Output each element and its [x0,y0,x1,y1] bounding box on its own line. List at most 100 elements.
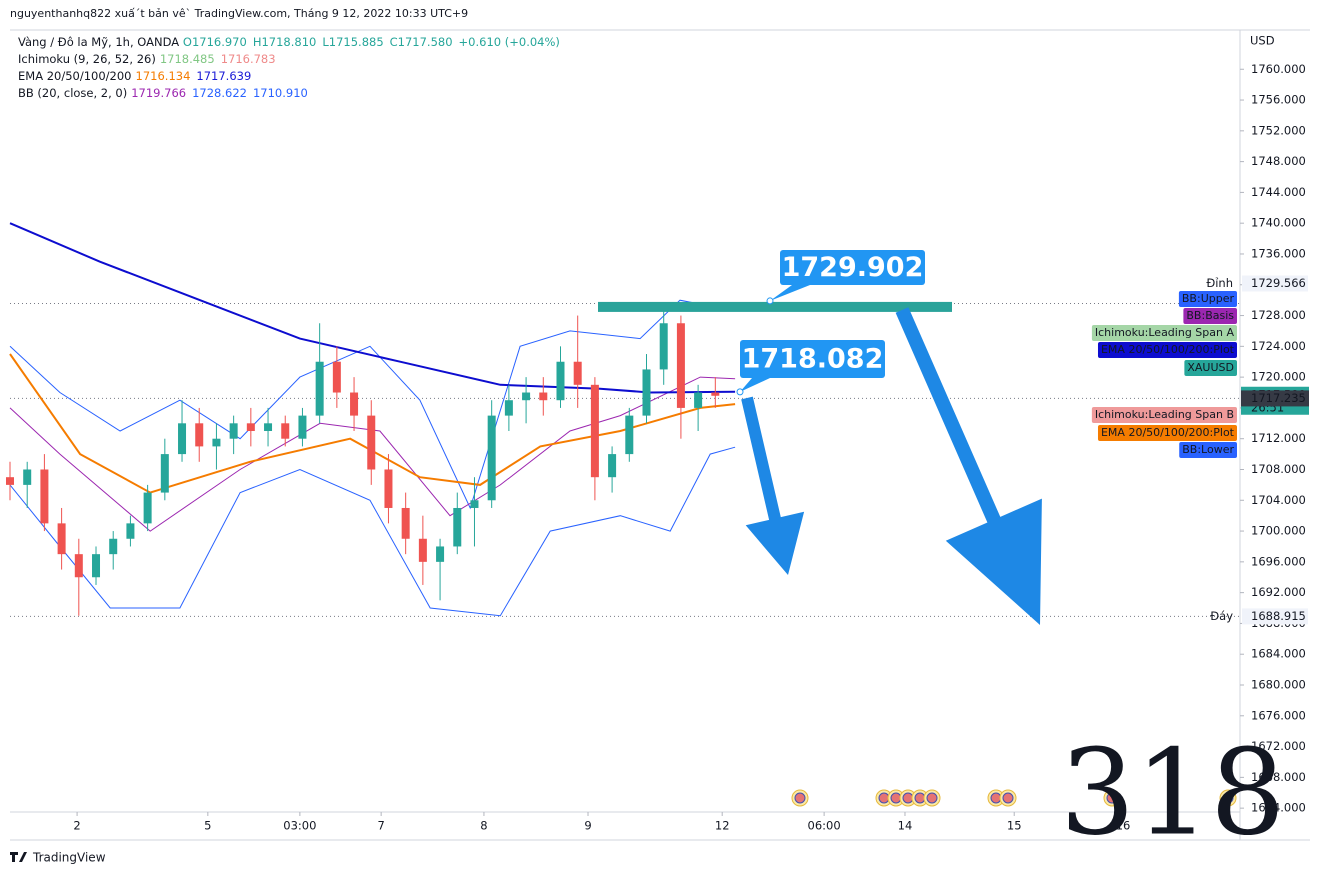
candle-body [246,423,255,432]
currency: USD [1250,34,1275,48]
x-tick-label: 03:00 [283,819,316,833]
axis-tag-label: EMA 20/50/100/200:Plot [1101,426,1235,439]
event-icon-inner [794,792,806,804]
candle-body [40,469,49,524]
axis-tag-box [1183,308,1237,324]
candle-body [195,423,204,447]
x-tick-label: 2 [73,819,80,833]
legend-value: 1716.134 [136,69,191,83]
x-tick-label: 16 [1116,819,1131,833]
axis-tag-box [1091,325,1237,341]
axis-tag: BB:Basis [1183,308,1237,324]
x-tick-label: 7 [377,819,384,833]
event-icon-inner [1106,792,1118,804]
candle-body [315,361,324,416]
y-tick-label: 1720.000 [1251,370,1306,384]
axis-tag: Ichimoku:Leading Span A [1091,325,1237,341]
candle-body [332,361,341,393]
legend-row: Ichimoku (9, 26, 52, 26) 1718.485 1716.783 [18,52,276,66]
y-tick-label: 1676.000 [1251,708,1306,722]
candle-body [608,454,617,478]
candle-body [160,454,169,493]
axis-tag: EMA 20/50/100/200:Plot [1097,342,1237,358]
candle-body [92,554,101,578]
y-tick-label: 1684.000 [1251,647,1306,661]
axis-tag-box [1097,342,1237,358]
overlay: 1729.902 1718.082 Vàng / Đô la Mỹ, 1h, OAN… [18,35,1309,807]
axis-tag: XAUUSD [1184,360,1237,376]
mark-name: Đáy [1210,609,1233,623]
candle-body [229,423,238,439]
axis-tag-label: BB:Lower [1182,443,1234,456]
candle-body [281,423,290,439]
legend-value: C1717.580 [390,35,453,49]
y-tick-label: 1744.000 [1251,185,1306,199]
axis-tag-box [1178,291,1237,307]
candle-body [694,392,703,408]
candle-body [367,415,376,470]
candle-body [676,323,685,408]
axis-tag-label: BB:Basis [1186,309,1234,322]
legend-value: 1717.639 [196,69,251,83]
y-tick-label: 1704.000 [1251,493,1306,507]
indicator-line [9,446,736,617]
y-tick-label: 1724.000 [1251,339,1306,353]
candle-body [711,392,720,396]
arrow [895,307,1042,625]
axis-tag: EMA 20/50/100/200:Plot [1097,425,1237,441]
candle-body [212,438,221,447]
axis-tag-label: Ichimoku:Leading Span B [1095,408,1234,421]
axis-tag-box [1091,407,1237,423]
candle-body [625,415,634,455]
y-tick-label: 1712.000 [1251,431,1306,445]
candle-body [539,392,548,401]
callout-box [740,340,885,378]
axis-tag-box [1097,425,1237,441]
axis-tag-label: XAUUSD [1187,361,1234,374]
y-tick-label: 1752.000 [1251,123,1306,137]
y-tick-label: 1736.000 [1251,246,1306,260]
x-tick-label: 8 [480,819,487,833]
legend-title: Ichimoku (9, 26, 52, 26) [18,52,156,66]
y-tick-label: 1700.000 [1251,524,1306,538]
callout-anchor [766,297,774,305]
legend-value: 1728.622 [192,86,247,100]
crosshair-price-label: 1717.235 [1251,391,1306,405]
y-tick-label: 1760.000 [1251,62,1306,76]
callout-box [780,250,925,285]
y-tick-label: 1748.000 [1251,154,1306,168]
mark-name: Đỉnh [1206,276,1233,290]
axis-tag: Ichimoku:Leading Span B [1091,407,1237,423]
candle-body [573,361,582,385]
candle-body [418,538,427,562]
y-tick-label: 1692.000 [1251,585,1306,599]
axis-tag: BB:Upper [1178,291,1237,307]
callout-anchor [736,388,744,396]
candle-body [109,538,118,555]
legend-value: O1716.970 [183,35,247,49]
x-tick-label: 5 [204,819,211,833]
y-tick-label: 1756.000 [1251,93,1306,107]
y-tick-label: 1740.000 [1251,216,1306,230]
y-tick-label: 1664.000 [1251,801,1306,815]
candle-body [436,546,445,562]
candle-body [487,415,496,501]
candle-body [642,369,651,416]
candle-body [298,415,307,439]
x-tick-label: 14 [898,819,913,833]
candle-body [23,469,32,485]
legend-row: EMA 20/50/100/200 1716.134 1717.639 [18,69,251,83]
legend-title: BB (20, close, 2, 0) [18,86,127,100]
axis-tag-box [1179,442,1237,458]
x-tick-label: 12 [715,819,730,833]
event-icon-inner [1002,792,1014,804]
legend-value: 1719.766 [131,86,186,100]
candle-body [6,477,14,485]
x-tick-label: 9 [584,819,591,833]
legend-value: L1715.885 [322,35,383,49]
brand: TradingView [32,851,106,865]
legend-row: Vàng / Đô la Mỹ, 1h, OANDA O1716.970 H1718… [18,35,560,49]
candle-body [57,523,66,555]
brand-logo: TradingView [10,851,106,865]
plot-area: 1664.000 1668.000 1672.000 1676.000 1680.000… [6,62,1306,833]
